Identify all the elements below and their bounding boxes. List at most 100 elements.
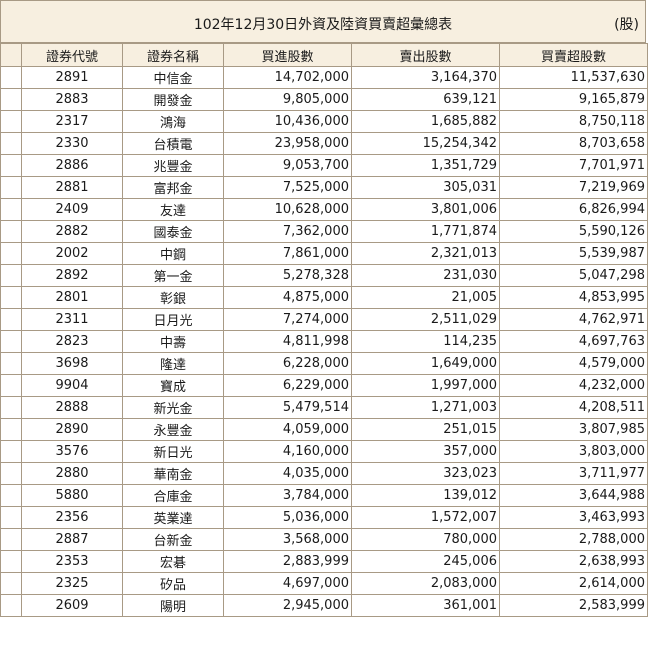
- stock-name: 富邦金: [122, 176, 224, 199]
- column-header-code: 證券代號: [21, 43, 123, 67]
- buy-shares: 10,628,000: [223, 198, 352, 221]
- net-shares: 6,826,994: [499, 198, 648, 221]
- buy-shares: 3,784,000: [223, 484, 352, 507]
- buy-shares: 5,036,000: [223, 506, 352, 529]
- sell-shares: 780,000: [351, 528, 500, 551]
- sell-shares: 1,271,003: [351, 396, 500, 419]
- table-row: 2888 新光金 5,479,514 1,271,003 4,208,511: [0, 396, 648, 419]
- table-title-bar: 102年12月30日外資及陸資買賣超彙總表 (股): [0, 0, 646, 43]
- stock-code: 2883: [21, 88, 123, 111]
- sell-shares: 2,511,029: [351, 308, 500, 331]
- table-row: 2890 永豐金 4,059,000 251,015 3,807,985: [0, 418, 648, 441]
- buy-shares: 7,362,000: [223, 220, 352, 243]
- table-row: 2409 友達 10,628,000 3,801,006 6,826,994: [0, 198, 648, 221]
- sell-shares: 3,164,370: [351, 66, 500, 89]
- stock-name: 第一金: [122, 264, 224, 287]
- stock-name: 英業達: [122, 506, 224, 529]
- stock-name: 中鋼: [122, 242, 224, 265]
- sell-shares: 21,005: [351, 286, 500, 309]
- buy-shares: 5,278,328: [223, 264, 352, 287]
- net-shares: 4,762,971: [499, 308, 648, 331]
- buy-shares: 4,035,000: [223, 462, 352, 485]
- stock-name: 新光金: [122, 396, 224, 419]
- table-row: 2883 開發金 9,805,000 639,121 9,165,879: [0, 88, 648, 111]
- stock-code: 2886: [21, 154, 123, 177]
- sell-shares: 361,001: [351, 594, 500, 617]
- sell-shares: 2,321,013: [351, 242, 500, 265]
- sell-shares: 1,771,874: [351, 220, 500, 243]
- sell-shares: 1,351,729: [351, 154, 500, 177]
- stock-name: 兆豐金: [122, 154, 224, 177]
- stock-name: 鴻海: [122, 110, 224, 133]
- net-shares: 4,853,995: [499, 286, 648, 309]
- buy-shares: 9,053,700: [223, 154, 352, 177]
- net-shares: 5,590,126: [499, 220, 648, 243]
- net-shares: 3,807,985: [499, 418, 648, 441]
- buy-shares: 5,479,514: [223, 396, 352, 419]
- stock-code: 2882: [21, 220, 123, 243]
- buy-shares: 2,883,999: [223, 550, 352, 573]
- stock-name: 宏碁: [122, 550, 224, 573]
- net-shares: 3,711,977: [499, 462, 648, 485]
- stock-name: 台積電: [122, 132, 224, 155]
- table-row: 2887 台新金 3,568,000 780,000 2,788,000: [0, 528, 648, 551]
- table-row: 2886 兆豐金 9,053,700 1,351,729 7,701,971: [0, 154, 648, 177]
- stock-name: 國泰金: [122, 220, 224, 243]
- sell-shares: 231,030: [351, 264, 500, 287]
- row-lead-cell: [0, 440, 22, 463]
- buy-shares: 14,702,000: [223, 66, 352, 89]
- sell-shares: 1,572,007: [351, 506, 500, 529]
- row-lead-cell: [0, 88, 22, 111]
- net-shares: 4,232,000: [499, 374, 648, 397]
- buy-shares: 9,805,000: [223, 88, 352, 111]
- stock-code: 2002: [21, 242, 123, 265]
- stock-name: 日月光: [122, 308, 224, 331]
- sell-shares: 2,083,000: [351, 572, 500, 595]
- stock-code: 2881: [21, 176, 123, 199]
- buy-shares: 4,059,000: [223, 418, 352, 441]
- row-lead-cell: [0, 528, 22, 551]
- buy-shares: 2,945,000: [223, 594, 352, 617]
- sell-shares: 15,254,342: [351, 132, 500, 155]
- buy-shares: 4,875,000: [223, 286, 352, 309]
- table-row: 2325 矽品 4,697,000 2,083,000 2,614,000: [0, 572, 648, 595]
- table-row: 2356 英業達 5,036,000 1,572,007 3,463,993: [0, 506, 648, 529]
- row-lead-cell: [0, 352, 22, 375]
- stock-code: 2880: [21, 462, 123, 485]
- stock-code: 2356: [21, 506, 123, 529]
- table-title: 102年12月30日外資及陸資買賣超彙總表: [193, 17, 453, 33]
- table-row: 9904 寶成 6,229,000 1,997,000 4,232,000: [0, 374, 648, 397]
- column-header-net: 買賣超股數: [499, 43, 648, 67]
- table-row: 2317 鴻海 10,436,000 1,685,882 8,750,118: [0, 110, 648, 133]
- net-shares: 2,638,993: [499, 550, 648, 573]
- net-shares: 11,537,630: [499, 66, 648, 89]
- sell-shares: 1,685,882: [351, 110, 500, 133]
- sell-shares: 357,000: [351, 440, 500, 463]
- stock-name: 永豐金: [122, 418, 224, 441]
- net-shares: 3,803,000: [499, 440, 648, 463]
- buy-shares: 7,525,000: [223, 176, 352, 199]
- row-lead-cell: [0, 154, 22, 177]
- net-shares: 3,463,993: [499, 506, 648, 529]
- sell-shares: 1,997,000: [351, 374, 500, 397]
- row-lead-cell: [0, 572, 22, 595]
- stock-code: 2325: [21, 572, 123, 595]
- column-header-buy: 買進股數: [223, 43, 352, 67]
- stock-code: 9904: [21, 374, 123, 397]
- row-lead-cell: [0, 308, 22, 331]
- net-shares: 5,539,987: [499, 242, 648, 265]
- row-lead-cell: [0, 176, 22, 199]
- net-shares: 2,614,000: [499, 572, 648, 595]
- stock-name: 中信金: [122, 66, 224, 89]
- stock-code: 2311: [21, 308, 123, 331]
- stock-code: 2823: [21, 330, 123, 353]
- stock-name: 矽品: [122, 572, 224, 595]
- stock-code: 2888: [21, 396, 123, 419]
- column-header-name: 證券名稱: [122, 43, 224, 67]
- stock-name: 中壽: [122, 330, 224, 353]
- stock-code: 2891: [21, 66, 123, 89]
- row-lead-cell: [0, 242, 22, 265]
- table-row: 2892 第一金 5,278,328 231,030 5,047,298: [0, 264, 648, 287]
- sell-shares: 139,012: [351, 484, 500, 507]
- sell-shares: 323,023: [351, 462, 500, 485]
